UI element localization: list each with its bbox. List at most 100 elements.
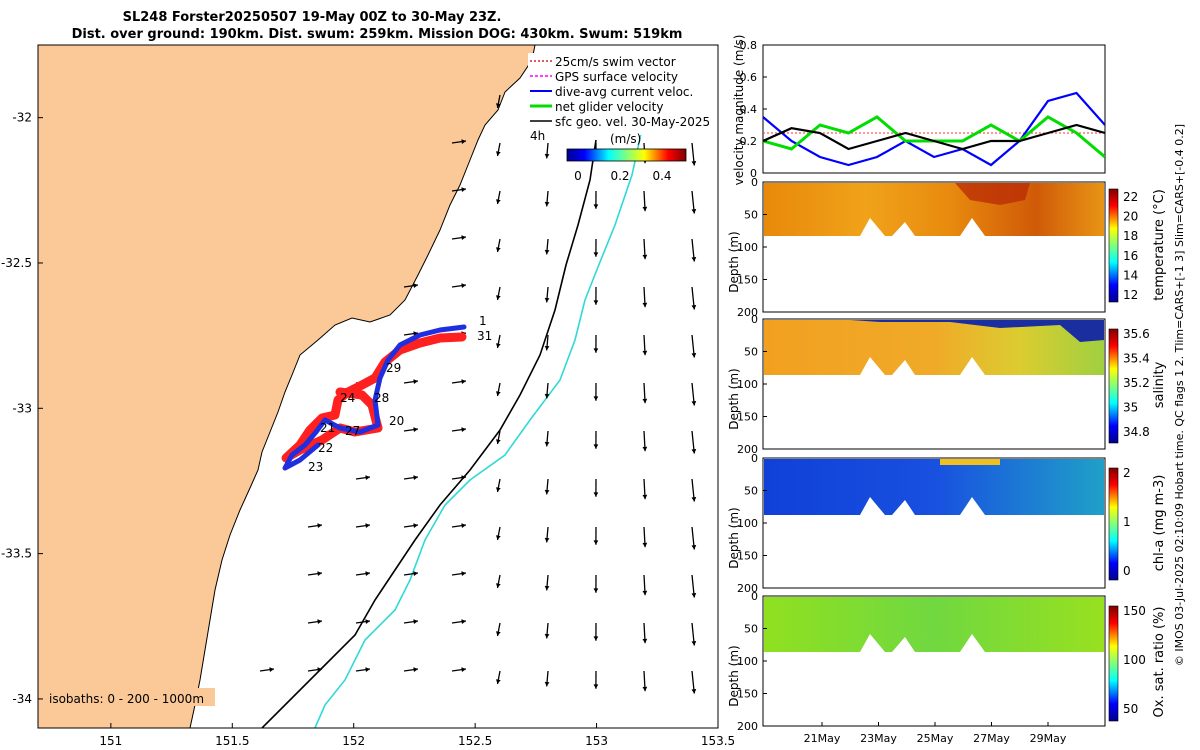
current-arrowhead: [544, 393, 550, 399]
legend-swim-vector: 25cm/s swim vector: [555, 55, 676, 69]
current-arrowhead: [413, 379, 418, 384]
vel-ytick-label: 0.8: [740, 39, 758, 52]
current-arrowhead: [495, 679, 501, 684]
time-tick-label: 27May: [973, 732, 1010, 745]
colorbar-tick-label: 18: [1123, 229, 1138, 243]
current-arrowhead: [413, 331, 418, 336]
map-ytick-label: -33.5: [1, 547, 32, 561]
map-legend: 25cm/s swim vector GPS surface velocity …: [528, 53, 714, 135]
vel-ytick-label: 0.2: [740, 135, 758, 148]
colorbar-tick-label: 34.8: [1123, 425, 1150, 439]
isobath-200m: [261, 139, 597, 728]
day-label-28: 28: [374, 391, 389, 405]
colorbar-tick-label: 1: [1123, 515, 1131, 529]
current-arrowhead: [642, 446, 648, 452]
depth-tick-label: 100: [737, 378, 758, 391]
map-xtick-label: 152.5: [458, 734, 492, 748]
salinity-cb-label: salinity: [1152, 361, 1167, 408]
current-arrowhead: [413, 427, 418, 432]
current-arrowhead: [317, 667, 322, 672]
temperature-cb-label: temperature (°C): [1152, 189, 1167, 301]
temperature-colorbar: [1108, 188, 1119, 303]
current-arrowhead: [544, 201, 550, 207]
depth-tick-label: 150: [737, 550, 758, 563]
current-arrowhead: [691, 640, 697, 646]
depth-axis-label: Depth (m): [727, 645, 741, 706]
map-xtick-label: 153.5: [701, 734, 735, 748]
current-arrowhead: [413, 283, 418, 288]
current-arrowhead: [413, 475, 418, 480]
current-arrowhead: [593, 396, 599, 401]
current-arrowhead: [495, 631, 501, 636]
legend-dive-avg: dive-avg current veloc.: [555, 85, 693, 99]
current-arrowhead: [413, 571, 418, 576]
current-arrowhead: [642, 254, 648, 260]
current-arrowhead: [495, 535, 501, 540]
map-ytick-label: -32.5: [1, 256, 32, 270]
time-tick-label: 29May: [1030, 732, 1067, 745]
oxygen-cb-label: Ox. sat. ratio (%): [1152, 607, 1167, 718]
current-arrowhead: [593, 540, 599, 545]
current-arrowhead: [317, 523, 322, 528]
colorbar-tick-label: 35.2: [1123, 376, 1150, 390]
map-axis-ticks: 151 151.5 152 152.5 153 153.5 -32 -32.5 -33 -33.5…: [1, 111, 735, 748]
oxygen-colorbar: [1108, 605, 1119, 722]
current-arrowhead: [495, 199, 501, 204]
map-ytick-label: -33: [12, 401, 32, 415]
land-mass: [38, 45, 536, 728]
map-xtick-label: 151.5: [215, 734, 249, 748]
depth-tick-label: 50: [744, 485, 758, 498]
map-cb-tick-0.2: 0.2: [610, 169, 629, 183]
current-arrowhead: [691, 448, 697, 454]
current-arrowhead: [461, 187, 466, 192]
section-chl: [762, 457, 1106, 589]
map-colorbar: [566, 148, 687, 162]
current-arrowhead: [365, 475, 370, 480]
current-arrowhead: [642, 206, 648, 212]
isobath-1000m: [314, 114, 646, 728]
depth-tick-label: 0: [751, 176, 758, 189]
velocity-panel: 0 0.2 0.4 0.6 0.8 velocity magnitude (m/s): [732, 35, 1106, 185]
depth-tick-label: 200: [737, 443, 758, 456]
current-arrowhead: [461, 283, 466, 288]
section-temperature: [762, 181, 1106, 313]
current-arrowhead: [413, 667, 418, 672]
current-arrowhead: [365, 667, 370, 672]
current-arrowhead: [642, 638, 648, 644]
depth-tick-label: 0: [751, 590, 758, 603]
depth-tick-label: 50: [744, 623, 758, 636]
current-arrowhead: [461, 427, 466, 432]
depth-tick-label: 150: [737, 274, 758, 287]
time-tick-label: 21May: [804, 732, 841, 745]
current-arrowhead: [413, 619, 418, 624]
depth-tick-label: 50: [744, 346, 758, 359]
day-label-23: 23: [308, 460, 323, 474]
current-arrowhead: [461, 667, 466, 672]
day-label-1: 1: [479, 314, 487, 328]
colorbar-units: (m/s): [610, 132, 641, 146]
map-ytick-label: -32: [12, 111, 32, 125]
current-arrowhead: [413, 523, 418, 528]
chl-colorbar: [1108, 467, 1119, 581]
current-arrowhead: [642, 398, 648, 404]
current-arrowhead: [495, 391, 501, 396]
velocity-series-smoothed-current: [763, 123, 1105, 151]
current-arrowhead: [593, 492, 599, 497]
current-arrowhead: [495, 583, 501, 588]
day-label-20: 20: [389, 414, 404, 428]
colorbar-tick-label: 22: [1123, 190, 1138, 204]
depth-tick-label: 50: [744, 209, 758, 222]
current-arrowhead: [544, 297, 550, 303]
current-arrowhead: [642, 686, 648, 692]
day-label-29: 29: [386, 361, 401, 375]
current-arrowhead: [544, 537, 550, 543]
current-arrowhead: [495, 295, 501, 300]
current-arrowhead: [495, 439, 501, 444]
current-arrowhead: [691, 352, 697, 358]
salinity-colorbar: [1108, 328, 1119, 444]
colorbar-tick-label: 0: [1123, 564, 1131, 578]
current-arrowhead: [544, 681, 550, 687]
current-arrowhead: [642, 350, 648, 356]
legend-net-glider: net glider velocity: [555, 100, 663, 114]
depth-tick-label: 100: [737, 517, 758, 530]
